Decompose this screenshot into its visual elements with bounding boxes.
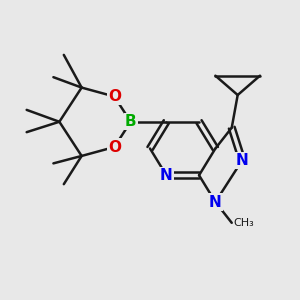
Text: N: N: [236, 153, 248, 168]
Text: N: N: [160, 168, 173, 183]
Text: N: N: [209, 194, 222, 209]
Text: B: B: [125, 114, 136, 129]
Text: O: O: [108, 140, 121, 154]
Text: CH₃: CH₃: [233, 218, 254, 228]
Text: O: O: [108, 89, 121, 104]
